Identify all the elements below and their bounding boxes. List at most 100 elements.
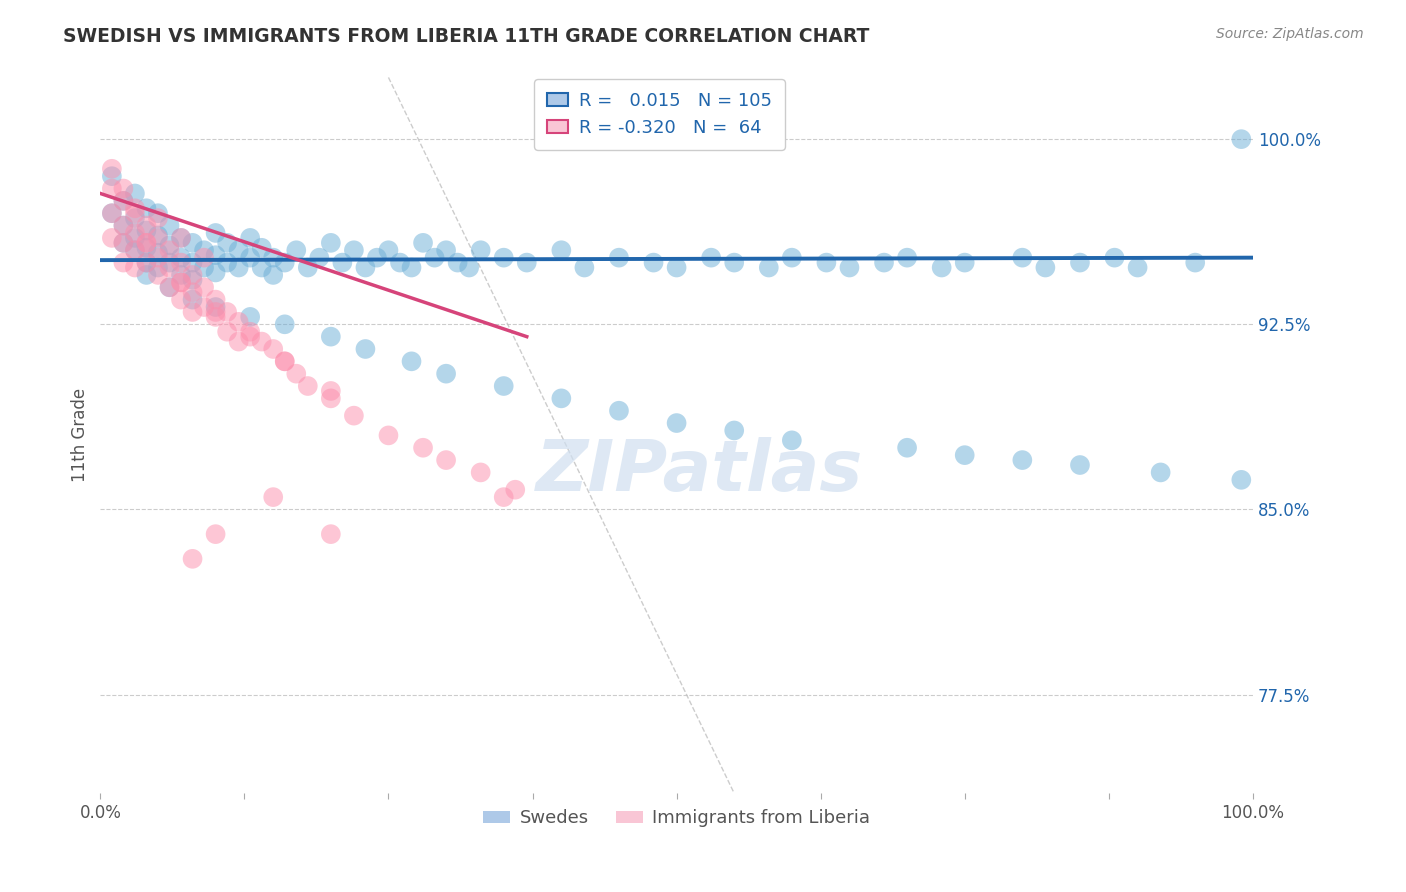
Point bbox=[492, 251, 515, 265]
Point bbox=[124, 244, 146, 258]
Point bbox=[124, 260, 146, 275]
Point bbox=[112, 181, 135, 195]
Point bbox=[217, 255, 239, 269]
Point bbox=[1011, 453, 1033, 467]
Point bbox=[101, 231, 124, 245]
Point bbox=[135, 235, 157, 250]
Point bbox=[181, 273, 204, 287]
Point bbox=[239, 310, 262, 324]
Text: SWEDISH VS IMMIGRANTS FROM LIBERIA 11TH GRADE CORRELATION CHART: SWEDISH VS IMMIGRANTS FROM LIBERIA 11TH … bbox=[63, 27, 870, 45]
Point bbox=[1184, 255, 1206, 269]
Point bbox=[204, 265, 226, 279]
Point bbox=[516, 255, 538, 269]
Point bbox=[503, 483, 526, 497]
Point bbox=[665, 416, 688, 430]
Point bbox=[1126, 260, 1149, 275]
Point bbox=[332, 255, 354, 269]
Point bbox=[193, 260, 215, 275]
Point bbox=[181, 551, 204, 566]
Point bbox=[193, 244, 215, 258]
Point bbox=[228, 334, 250, 349]
Point bbox=[931, 260, 953, 275]
Point bbox=[193, 251, 215, 265]
Point bbox=[319, 235, 342, 250]
Point bbox=[262, 268, 284, 282]
Point bbox=[1069, 255, 1091, 269]
Point bbox=[217, 325, 239, 339]
Point bbox=[434, 367, 457, 381]
Point bbox=[204, 248, 226, 262]
Point bbox=[723, 424, 745, 438]
Point bbox=[239, 231, 262, 245]
Point bbox=[159, 280, 181, 294]
Point bbox=[377, 244, 399, 258]
Point bbox=[112, 255, 135, 269]
Point bbox=[873, 255, 896, 269]
Point bbox=[112, 194, 135, 208]
Point bbox=[319, 384, 342, 398]
Point bbox=[434, 244, 457, 258]
Point bbox=[146, 231, 169, 245]
Point bbox=[412, 441, 434, 455]
Point bbox=[204, 305, 226, 319]
Point bbox=[159, 219, 181, 233]
Point bbox=[643, 255, 665, 269]
Point bbox=[1230, 132, 1253, 146]
Point bbox=[239, 251, 262, 265]
Point bbox=[101, 206, 124, 220]
Point bbox=[607, 403, 630, 417]
Point bbox=[124, 231, 146, 245]
Point bbox=[838, 260, 860, 275]
Point bbox=[228, 244, 250, 258]
Point bbox=[135, 255, 157, 269]
Point bbox=[159, 260, 181, 275]
Point bbox=[250, 241, 273, 255]
Point bbox=[112, 219, 135, 233]
Point bbox=[112, 194, 135, 208]
Point bbox=[665, 260, 688, 275]
Point bbox=[228, 260, 250, 275]
Point bbox=[124, 206, 146, 220]
Point bbox=[146, 245, 169, 260]
Legend: Swedes, Immigrants from Liberia: Swedes, Immigrants from Liberia bbox=[477, 802, 877, 834]
Point bbox=[146, 268, 169, 282]
Point bbox=[550, 244, 572, 258]
Point bbox=[896, 441, 918, 455]
Point bbox=[470, 244, 492, 258]
Point bbox=[135, 201, 157, 215]
Point bbox=[423, 251, 446, 265]
Point bbox=[458, 260, 481, 275]
Point bbox=[1230, 473, 1253, 487]
Point bbox=[170, 231, 193, 245]
Point bbox=[896, 251, 918, 265]
Point bbox=[401, 260, 423, 275]
Point bbox=[354, 342, 377, 356]
Y-axis label: 11th Grade: 11th Grade bbox=[72, 388, 89, 483]
Point bbox=[815, 255, 838, 269]
Point bbox=[101, 206, 124, 220]
Point bbox=[446, 255, 468, 269]
Point bbox=[1011, 251, 1033, 265]
Point bbox=[204, 310, 226, 324]
Point bbox=[170, 251, 193, 265]
Point bbox=[308, 251, 330, 265]
Point bbox=[170, 231, 193, 245]
Point bbox=[217, 235, 239, 250]
Point bbox=[470, 466, 492, 480]
Point bbox=[319, 392, 342, 406]
Point bbox=[285, 244, 308, 258]
Point bbox=[953, 448, 976, 462]
Point bbox=[377, 428, 399, 442]
Point bbox=[181, 305, 204, 319]
Point bbox=[101, 181, 124, 195]
Point bbox=[700, 251, 723, 265]
Point bbox=[388, 255, 411, 269]
Point bbox=[181, 268, 204, 282]
Point bbox=[412, 235, 434, 250]
Point bbox=[159, 244, 181, 258]
Point bbox=[124, 211, 146, 226]
Point bbox=[135, 241, 157, 255]
Point bbox=[297, 260, 319, 275]
Point bbox=[112, 235, 135, 250]
Point bbox=[250, 334, 273, 349]
